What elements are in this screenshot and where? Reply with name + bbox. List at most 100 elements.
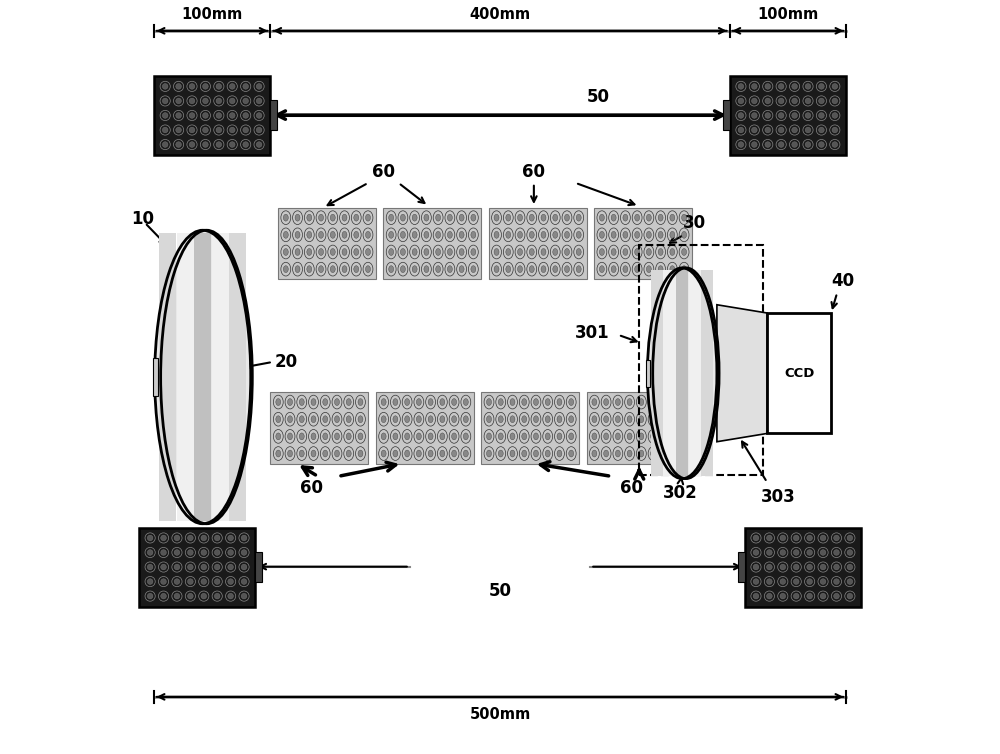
Ellipse shape	[557, 415, 562, 423]
Ellipse shape	[639, 450, 644, 457]
Ellipse shape	[565, 265, 569, 273]
Circle shape	[161, 550, 166, 555]
Circle shape	[243, 98, 248, 104]
Circle shape	[807, 579, 812, 584]
Ellipse shape	[545, 433, 550, 440]
Circle shape	[176, 142, 181, 147]
Ellipse shape	[428, 415, 433, 423]
Ellipse shape	[569, 450, 574, 457]
Ellipse shape	[424, 249, 429, 256]
Ellipse shape	[283, 249, 288, 256]
Circle shape	[792, 112, 797, 118]
Bar	[689, 270, 701, 477]
Circle shape	[793, 535, 799, 541]
Circle shape	[805, 142, 811, 147]
Circle shape	[162, 112, 168, 118]
Ellipse shape	[545, 450, 550, 457]
Bar	[730, 76, 846, 155]
Circle shape	[189, 127, 195, 133]
Ellipse shape	[319, 231, 323, 238]
Ellipse shape	[459, 249, 464, 256]
Ellipse shape	[487, 415, 491, 423]
Ellipse shape	[323, 415, 328, 423]
Ellipse shape	[651, 415, 656, 423]
Circle shape	[188, 535, 193, 541]
Circle shape	[203, 142, 208, 147]
Ellipse shape	[658, 265, 663, 273]
Ellipse shape	[381, 415, 386, 423]
Ellipse shape	[346, 415, 351, 423]
Ellipse shape	[354, 231, 359, 238]
Bar	[701, 270, 713, 477]
Ellipse shape	[541, 214, 546, 221]
Ellipse shape	[354, 249, 359, 256]
Bar	[383, 207, 481, 279]
Ellipse shape	[569, 399, 574, 406]
Bar	[738, 552, 745, 582]
Ellipse shape	[510, 415, 515, 423]
Circle shape	[780, 579, 786, 584]
Circle shape	[189, 84, 195, 89]
Circle shape	[807, 564, 812, 570]
Circle shape	[792, 98, 797, 104]
Circle shape	[819, 98, 824, 104]
Circle shape	[203, 84, 208, 89]
Ellipse shape	[440, 399, 445, 406]
Ellipse shape	[615, 415, 620, 423]
Ellipse shape	[405, 399, 410, 406]
Ellipse shape	[276, 450, 281, 457]
Ellipse shape	[358, 433, 363, 440]
Ellipse shape	[576, 231, 581, 238]
Circle shape	[767, 535, 772, 541]
Text: 60: 60	[372, 164, 395, 181]
Ellipse shape	[670, 265, 675, 273]
Ellipse shape	[553, 214, 558, 221]
Ellipse shape	[366, 265, 370, 273]
Ellipse shape	[518, 214, 522, 221]
Bar	[229, 233, 246, 521]
Ellipse shape	[366, 214, 370, 221]
Circle shape	[241, 579, 247, 584]
Ellipse shape	[307, 214, 312, 221]
Ellipse shape	[569, 433, 574, 440]
Ellipse shape	[651, 433, 656, 440]
Ellipse shape	[393, 450, 398, 457]
Circle shape	[753, 593, 759, 599]
Ellipse shape	[487, 450, 491, 457]
Ellipse shape	[682, 231, 687, 238]
Ellipse shape	[674, 415, 679, 423]
Circle shape	[201, 579, 207, 584]
Circle shape	[780, 564, 786, 570]
Ellipse shape	[646, 231, 651, 238]
Ellipse shape	[648, 268, 716, 479]
Circle shape	[229, 98, 235, 104]
Ellipse shape	[592, 450, 597, 457]
Text: 10: 10	[131, 210, 154, 228]
Ellipse shape	[452, 433, 457, 440]
Circle shape	[805, 84, 811, 89]
Text: 60: 60	[300, 479, 323, 497]
Ellipse shape	[440, 433, 445, 440]
Ellipse shape	[623, 265, 628, 273]
Ellipse shape	[639, 415, 644, 423]
Ellipse shape	[534, 399, 538, 406]
Circle shape	[792, 84, 797, 89]
Ellipse shape	[494, 265, 499, 273]
Circle shape	[819, 142, 824, 147]
Text: 20: 20	[274, 353, 297, 371]
Text: 302: 302	[663, 484, 698, 502]
Ellipse shape	[335, 415, 339, 423]
Ellipse shape	[529, 231, 534, 238]
Ellipse shape	[506, 265, 511, 273]
Circle shape	[188, 564, 193, 570]
Circle shape	[752, 142, 757, 147]
Circle shape	[214, 550, 220, 555]
Circle shape	[188, 550, 193, 555]
Ellipse shape	[416, 450, 421, 457]
Ellipse shape	[674, 450, 679, 457]
Ellipse shape	[534, 433, 538, 440]
Ellipse shape	[646, 249, 651, 256]
Ellipse shape	[400, 231, 405, 238]
Ellipse shape	[311, 415, 316, 423]
Bar	[639, 245, 763, 475]
